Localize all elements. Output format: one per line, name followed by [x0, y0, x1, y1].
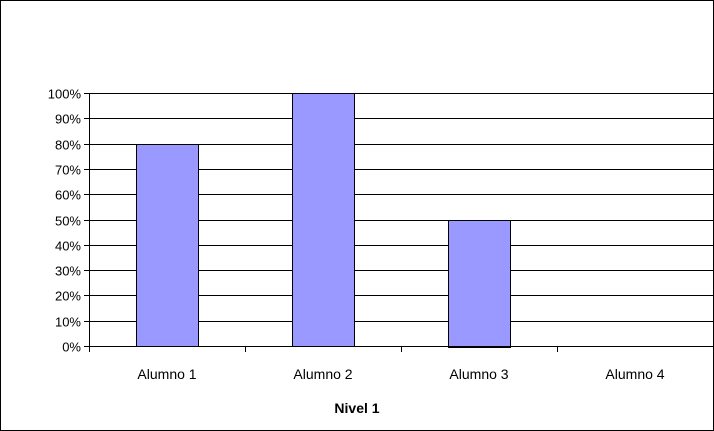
bar-alumno-1 — [136, 144, 199, 347]
y-tick-label: 100% — [48, 87, 82, 102]
y-tick-label: 50% — [55, 214, 81, 229]
y-tick-label: 40% — [55, 239, 81, 254]
x-category-labels: Alumno 1 Alumno 2 Alumno 3 Alumno 4 — [137, 366, 664, 382]
x-category-label: Alumno 3 — [449, 366, 508, 382]
bar-alumno-2 — [292, 93, 355, 347]
y-tick-label: 30% — [55, 264, 81, 279]
x-category-label: Alumno 2 — [293, 366, 352, 382]
y-tick-label: 10% — [55, 315, 81, 330]
y-tick-label: 80% — [55, 138, 81, 153]
x-category-label: Alumno 4 — [605, 366, 664, 382]
x-category-label: Alumno 1 — [137, 366, 196, 382]
y-tick-label: 0% — [62, 340, 81, 355]
y-tick-label: 60% — [55, 188, 81, 203]
axes — [84, 93, 713, 352]
x-axis-title: Nivel 1 — [334, 400, 379, 416]
y-tick-label: 20% — [55, 289, 81, 304]
bars — [136, 93, 511, 348]
y-tick-labels: 0% 10% 20% 30% 40% 50% 60% 70% 80% 90% 100% — [48, 87, 82, 355]
bar-alumno-3 — [448, 220, 511, 348]
y-tick-label: 70% — [55, 163, 81, 178]
y-tick-label: 90% — [55, 112, 81, 127]
